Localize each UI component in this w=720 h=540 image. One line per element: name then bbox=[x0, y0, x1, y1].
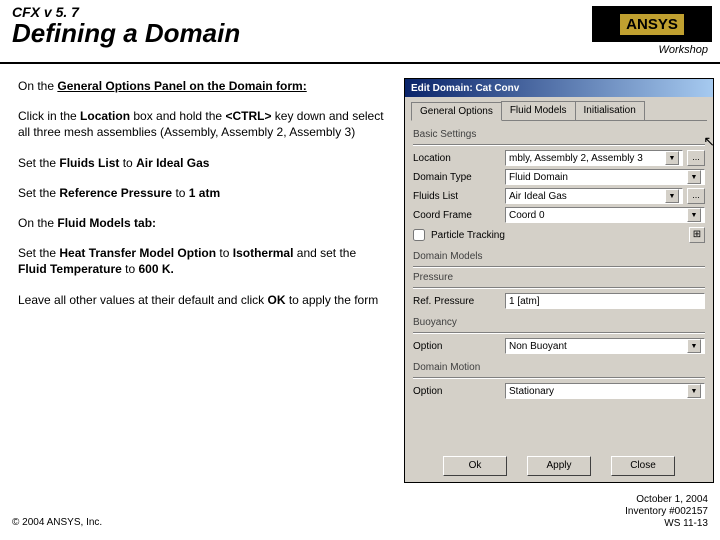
label-ref-pressure: Ref. Pressure bbox=[413, 296, 501, 307]
section-pressure: Pressure bbox=[413, 272, 705, 283]
dialog-title: Edit Domain: Cat Conv bbox=[411, 83, 519, 94]
section-buoyancy: Buoyancy bbox=[413, 317, 705, 328]
fluids-browse-button[interactable]: ... bbox=[687, 188, 705, 204]
domain-type-select[interactable]: Fluid Domain ▼ bbox=[505, 169, 705, 185]
edit-domain-dialog: Edit Domain: Cat Conv General Options Fl… bbox=[404, 78, 714, 483]
ansys-logo: ANSYS bbox=[592, 6, 712, 42]
dialog-tabs: General Options Fluid Models Initialisat… bbox=[411, 101, 707, 121]
label-fluids-list: Fluids List bbox=[413, 191, 501, 202]
ok-button[interactable]: Ok bbox=[443, 456, 507, 476]
section-motion: Domain Motion bbox=[413, 362, 705, 373]
chevron-down-icon: ▼ bbox=[665, 151, 679, 165]
footer-meta: October 1, 2004 Inventory #002157 WS 11-… bbox=[625, 494, 708, 530]
coord-frame-select[interactable]: Coord 0 ▼ bbox=[505, 207, 705, 223]
tab-general-options[interactable]: General Options bbox=[411, 102, 502, 121]
workshop-label: Workshop bbox=[658, 44, 708, 56]
expand-icon[interactable]: ⊞ bbox=[689, 227, 705, 243]
dialog-titlebar[interactable]: Edit Domain: Cat Conv bbox=[405, 79, 713, 97]
tab-initialisation[interactable]: Initialisation bbox=[575, 101, 645, 120]
ref-pressure-input[interactable] bbox=[505, 293, 705, 309]
motion-option-select[interactable]: Stationary ▼ bbox=[505, 383, 705, 399]
chevron-down-icon: ▼ bbox=[687, 208, 701, 222]
logo-text: ANSYS bbox=[620, 14, 684, 35]
fluids-list-select[interactable]: Air Ideal Gas ▼ bbox=[505, 188, 683, 204]
buoyancy-option-select[interactable]: Non Buoyant ▼ bbox=[505, 338, 705, 354]
location-browse-button[interactable]: ... bbox=[687, 150, 705, 166]
instructions-pane: On the General Options Panel on the Doma… bbox=[18, 78, 388, 322]
section-basic: Basic Settings bbox=[413, 129, 705, 140]
label-domain-type: Domain Type bbox=[413, 172, 501, 183]
apply-button[interactable]: Apply bbox=[527, 456, 591, 476]
label-particle-tracking: Particle Tracking bbox=[431, 230, 505, 241]
dialog-buttons: Ok Apply Close bbox=[405, 456, 713, 476]
close-button[interactable]: Close bbox=[611, 456, 675, 476]
label-buoyancy-option: Option bbox=[413, 341, 501, 352]
label-location: Location bbox=[413, 153, 501, 164]
section-domain-models: Domain Models bbox=[413, 251, 705, 262]
label-coord-frame: Coord Frame bbox=[413, 210, 501, 221]
copyright: © 2004 ANSYS, Inc. bbox=[12, 517, 102, 528]
chevron-down-icon: ▼ bbox=[687, 170, 701, 184]
chevron-down-icon: ▼ bbox=[687, 339, 701, 353]
header: CFX v 5. 7 Defining a Domain Workshop AN… bbox=[0, 0, 720, 64]
chevron-down-icon: ▼ bbox=[665, 189, 679, 203]
particle-tracking-checkbox[interactable] bbox=[413, 229, 425, 241]
tab-fluid-models[interactable]: Fluid Models bbox=[501, 101, 576, 120]
chevron-down-icon: ▼ bbox=[687, 384, 701, 398]
cursor-icon: ↖ bbox=[703, 133, 715, 150]
location-select[interactable]: mbly, Assembly 2, Assembly 3 ▼ bbox=[505, 150, 683, 166]
label-motion-option: Option bbox=[413, 386, 501, 397]
